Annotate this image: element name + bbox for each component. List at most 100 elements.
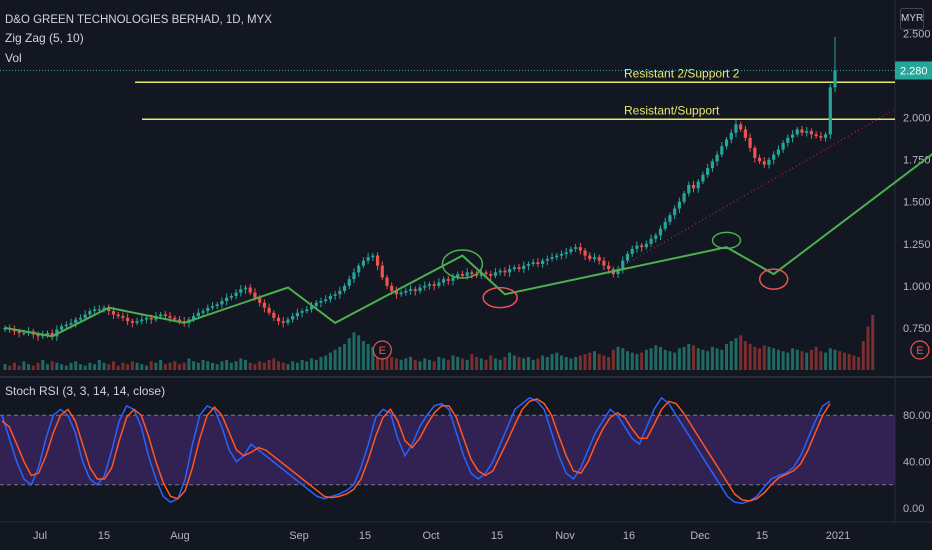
candle-body	[489, 274, 493, 276]
volume-bar	[144, 365, 148, 370]
volume-bar	[819, 351, 823, 370]
volume-bar	[607, 356, 611, 370]
stoch-rsi-legend[interactable]: Stoch RSI (3, 3, 14, 14, close)	[5, 384, 166, 398]
time-tick-label: 15	[756, 530, 768, 542]
volume-bar	[871, 315, 875, 370]
candle-body	[493, 272, 498, 276]
candle-body	[677, 201, 681, 209]
time-tick-label: 15	[98, 530, 110, 542]
candle-body	[517, 267, 521, 270]
candle-body	[50, 332, 54, 337]
candle-body	[253, 292, 257, 298]
volume-bar	[602, 355, 606, 370]
symbol-legend[interactable]: D&O GREEN TECHNOLOGIES BERHAD, 1D, MYX	[5, 14, 272, 26]
volume-bar	[390, 356, 394, 370]
candle-body	[512, 267, 516, 270]
volume-bar	[215, 364, 219, 370]
volume-bar	[69, 362, 73, 370]
candle-body	[753, 147, 757, 158]
volume-bar	[687, 343, 691, 370]
volume-bar	[93, 364, 97, 370]
candle-body	[371, 255, 375, 258]
annotation-circle	[711, 231, 742, 250]
volume-bar	[696, 348, 700, 370]
candle-body	[649, 238, 653, 244]
candle-body	[201, 311, 205, 313]
volume-bar	[343, 343, 347, 370]
volume-bar	[673, 352, 677, 370]
candle-body	[64, 324, 68, 327]
volume-bar	[833, 349, 837, 370]
candle-body	[682, 193, 686, 202]
candle-body	[130, 321, 134, 323]
candle-body	[88, 311, 92, 315]
volume-bar	[277, 361, 281, 370]
volume-bar	[824, 352, 828, 370]
volume-bar	[310, 358, 314, 370]
candle-body	[272, 312, 276, 318]
volume-bar	[192, 361, 196, 370]
volume-bar	[347, 338, 351, 370]
volume-bar	[220, 361, 224, 370]
volume-bar	[173, 361, 177, 370]
volume-bar	[739, 335, 743, 370]
volume-bar	[828, 348, 832, 370]
candle-body	[385, 277, 389, 286]
volume-bar	[857, 356, 861, 370]
volume-bar	[512, 355, 516, 370]
volume-bar	[267, 359, 271, 370]
candle-body	[437, 282, 441, 286]
candle-body	[607, 265, 611, 270]
volume-bar	[17, 365, 21, 370]
volume-bar	[45, 364, 49, 370]
volume-bar	[559, 355, 563, 370]
volume-bar	[253, 364, 257, 370]
volume-legend[interactable]: Vol	[5, 51, 22, 65]
candle-body	[691, 184, 696, 189]
volume-bar	[861, 341, 865, 370]
event-marker-label: E	[916, 345, 923, 357]
candle-body	[267, 307, 271, 313]
volume-bar	[380, 352, 384, 370]
volume-bar	[64, 365, 68, 370]
candle-body	[597, 257, 601, 261]
candle-body	[592, 257, 597, 259]
candle-body	[706, 168, 710, 175]
volume-bar	[244, 359, 248, 370]
candle-body	[569, 248, 573, 253]
candle-body	[574, 247, 578, 249]
volume-bar	[588, 352, 592, 370]
currency-badge[interactable]: MYR	[900, 8, 924, 30]
candle-body	[144, 317, 149, 320]
volume-bar	[715, 348, 719, 370]
candle-body	[484, 272, 488, 275]
volume-bar	[734, 338, 738, 370]
candle-body	[470, 272, 474, 275]
time-tick-label: Sep	[289, 530, 309, 542]
volume-bar	[36, 362, 40, 370]
time-tick-label: 2021	[826, 530, 850, 542]
volume-bar	[531, 359, 535, 370]
volume-bar	[729, 341, 733, 370]
volume-bar	[338, 346, 342, 370]
volume-bar	[517, 356, 521, 370]
volume-bar	[621, 348, 625, 370]
volume-bar	[536, 358, 540, 370]
volume-bar	[140, 364, 144, 370]
volume-bar	[281, 362, 285, 370]
time-tick-label: Aug	[170, 530, 190, 542]
volume-bar	[182, 362, 186, 370]
volume-bar	[743, 341, 747, 370]
volume-bar	[225, 359, 229, 370]
candle-body	[366, 257, 370, 261]
volume-bar	[592, 351, 596, 370]
price-tick-label: 1.750	[903, 155, 931, 167]
volume-bar	[710, 346, 714, 370]
zigzag-legend[interactable]: Zig Zag (5, 10)	[5, 31, 84, 45]
earnings-marker	[372, 340, 392, 360]
candle-body	[69, 322, 73, 325]
volume-bar	[781, 351, 785, 370]
candle-body	[498, 270, 502, 273]
volume-bar	[451, 355, 455, 370]
